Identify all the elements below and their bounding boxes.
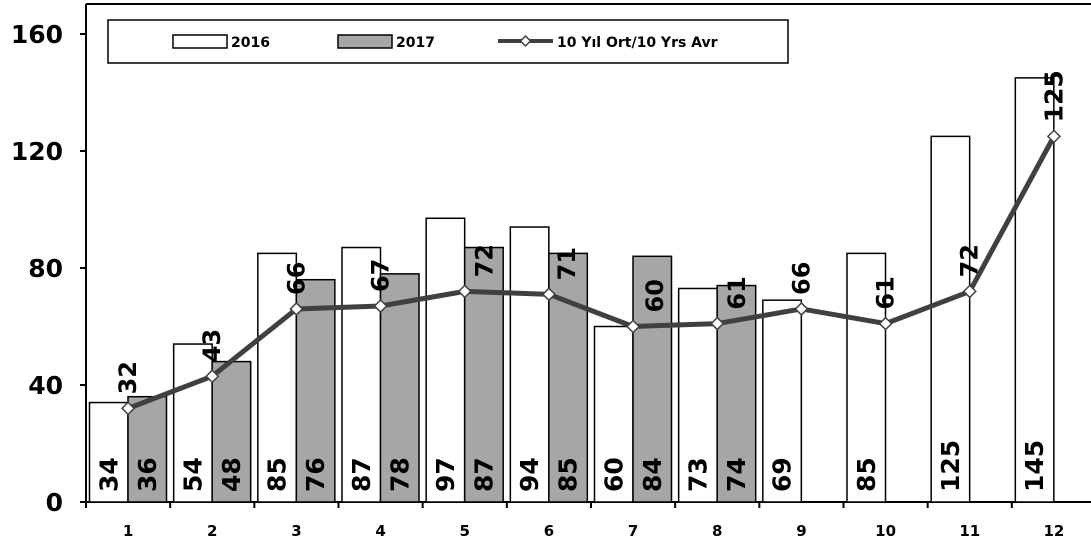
data-label-2017: 78 (385, 457, 414, 492)
average-marker (541, 287, 556, 302)
bar-2016 (1014, 77, 1055, 503)
x-tick-label: 12 (1043, 522, 1064, 540)
average-marker (794, 301, 809, 317)
bar-2017 (211, 360, 252, 503)
y-tick-label: 40 (28, 371, 63, 400)
bar-2016 (846, 252, 887, 503)
data-labels: 34 36 54 48 85 76 87 78 97 87 94 85 60 84 73 74 69 85 125 1… (94, 70, 1068, 492)
data-label-2016: 145 (1020, 440, 1049, 492)
legend-label-2017: 2017 (396, 35, 435, 51)
average-marker (289, 301, 304, 317)
average-marker (1046, 129, 1061, 144)
data-label-average: 61 (872, 276, 900, 309)
bar-2016 (762, 299, 803, 503)
data-label-2016: 97 (431, 457, 460, 492)
data-label-2016: 60 (599, 457, 628, 492)
bar-2016 (172, 343, 213, 503)
data-label-2016: 34 (94, 457, 123, 492)
average-marker (457, 284, 472, 299)
x-tick-label: 1 (123, 522, 133, 540)
data-label-average: 125 (1039, 70, 1068, 122)
x-tick-label: 11 (959, 522, 980, 540)
x-axis-ticks: 1 2 3 4 5 6 7 8 9 10 11 12 (85, 502, 1064, 540)
data-label-2017: 74 (722, 457, 751, 492)
data-label-2017: 48 (217, 457, 246, 492)
legend-marker-average (519, 34, 532, 48)
bar-2016 (509, 226, 550, 503)
average-line-layer (121, 129, 1061, 416)
data-label-2016: 85 (263, 457, 292, 492)
average-marker (626, 319, 641, 334)
legend: 2016 2017 10 Yıl Ort/10 Yrs Avr (107, 19, 789, 64)
average-line (127, 135, 1057, 411)
data-label-2016: 54 (178, 457, 207, 492)
bars (88, 77, 1055, 503)
data-label-average: 72 (956, 244, 984, 277)
average-marker (373, 298, 388, 314)
data-label-average: 67 (367, 259, 395, 292)
data-label-2017: 84 (638, 457, 667, 492)
data-label-average: 60 (641, 279, 669, 312)
data-label-2016: 69 (768, 457, 797, 492)
bar-2016 (593, 325, 634, 503)
y-tick-label: 0 (46, 488, 63, 517)
data-label-2017: 85 (554, 457, 583, 492)
legend-label-2016: 2016 (231, 35, 270, 51)
bar-2017 (379, 273, 420, 503)
bar-2017 (127, 395, 168, 503)
data-label-2016: 94 (515, 457, 544, 492)
bar-2016 (930, 135, 971, 503)
legend-swatch-2017 (337, 34, 393, 49)
x-tick-label: 3 (291, 522, 301, 540)
average-marker (710, 316, 725, 331)
y-axis-ticks: 0 40 80 120 160 (11, 20, 86, 517)
legend-label-average: 10 Yıl Ort/10 Yrs Avr (557, 35, 718, 51)
data-label-2017: 76 (301, 457, 330, 492)
x-tick-label: 9 (796, 522, 806, 540)
data-label-average: 72 (471, 244, 499, 277)
data-label-average: 32 (114, 361, 142, 394)
bar-2017 (632, 255, 673, 503)
y-tick-label: 80 (28, 254, 63, 283)
x-tick-label: 5 (460, 522, 470, 540)
bar-2017 (295, 278, 336, 503)
data-label-average: 61 (723, 276, 751, 309)
data-label-average: 71 (553, 247, 581, 280)
data-label-2017: 87 (469, 457, 498, 492)
x-tick-label: 4 (375, 522, 385, 540)
data-label-2017: 36 (133, 457, 162, 492)
x-tick-label: 2 (207, 522, 217, 540)
bar-2016 (88, 401, 129, 503)
average-marker (962, 284, 977, 299)
average-marker (205, 369, 220, 384)
data-label-2016: 73 (683, 457, 712, 492)
x-tick-label: 8 (712, 522, 722, 540)
x-tick-label: 6 (544, 522, 554, 540)
legend-swatch-2016 (172, 34, 228, 49)
average-marker (878, 316, 893, 331)
y-tick-label: 120 (11, 137, 63, 166)
average-marker (121, 401, 136, 416)
data-label-average: 66 (282, 262, 310, 295)
y-tick-label: 160 (11, 20, 63, 49)
data-label-average: 43 (198, 329, 226, 362)
data-label-2016: 85 (852, 457, 881, 492)
data-label-2016: 125 (936, 440, 965, 492)
x-tick-label: 10 (875, 522, 896, 540)
data-label-2016: 87 (347, 457, 376, 492)
data-label-average: 66 (787, 262, 815, 295)
x-tick-label: 7 (628, 522, 638, 540)
